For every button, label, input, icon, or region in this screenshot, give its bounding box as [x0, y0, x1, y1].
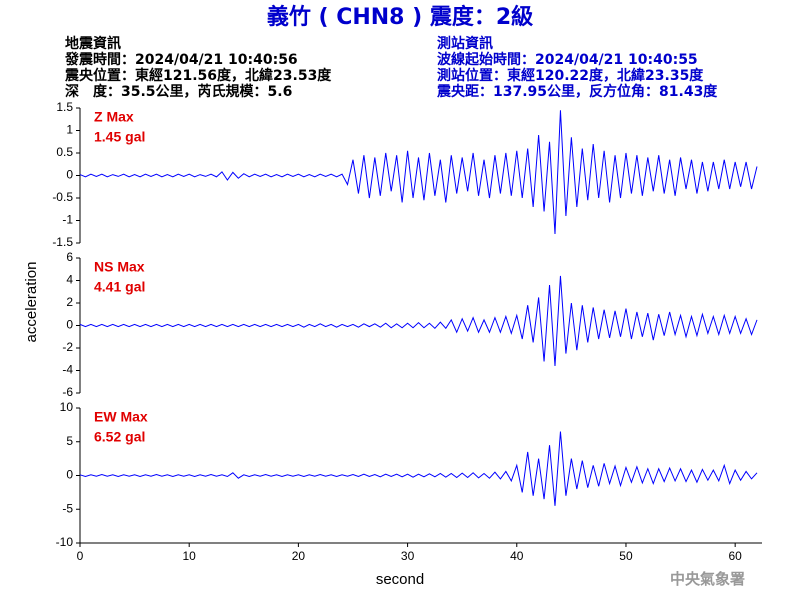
max-value: 4.41 gal: [94, 279, 145, 295]
header-right-line: 測站資訊: [437, 35, 493, 52]
header-left-line: 地震資訊: [65, 35, 121, 52]
waveform: [79, 275, 758, 367]
x-axis-label: second: [376, 571, 424, 588]
y-tick-label: 1.5: [56, 100, 73, 114]
x-tick-label: 20: [292, 549, 306, 563]
header-left-line: 深 度：35.5公里，芮氏規模：5.6: [65, 83, 292, 100]
x-tick-label: 60: [728, 549, 742, 563]
y-tick-label: -2: [62, 340, 73, 354]
y-tick-label: -4: [62, 363, 73, 377]
waveform: [79, 431, 758, 506]
y-tick-label: 1: [66, 123, 73, 137]
header-right-line: 震央距：137.95公里，反方位角：81.43度: [436, 83, 718, 100]
footer: 中央氣象署: [670, 570, 745, 588]
y-tick-label: -10: [56, 535, 74, 549]
waveform: [79, 110, 758, 235]
x-tick-label: 40: [510, 549, 524, 563]
y-tick-label: -1.5: [52, 235, 73, 249]
y-tick-label: -0.5: [52, 190, 73, 204]
max-label: Z Max: [94, 109, 134, 125]
y-axis-label: acceleration: [23, 262, 40, 343]
x-tick-label: 50: [619, 549, 633, 563]
y-tick-label: 5: [66, 434, 73, 448]
header-left-line: 發震時間：2024/04/21 10:40:56: [64, 51, 298, 68]
header-left-line: 震央位置：東經121.56度，北緯23.53度: [64, 67, 332, 84]
y-tick-label: 6: [66, 250, 73, 264]
header-right-line: 波線起始時間：2024/04/21 10:40:55: [437, 51, 698, 68]
max-label: NS Max: [94, 259, 145, 275]
y-tick-label: 0: [66, 468, 73, 482]
y-tick-label: -6: [62, 385, 73, 399]
y-tick-label: 10: [60, 400, 74, 414]
y-tick-label: 4: [66, 273, 73, 287]
y-tick-label: 2: [66, 295, 73, 309]
x-tick-label: 30: [401, 549, 415, 563]
y-tick-label: 0: [66, 168, 73, 182]
y-tick-label: -5: [62, 501, 73, 515]
title: 義竹 ( CHN8 ) 震度：2級: [267, 4, 533, 30]
x-tick-label: 0: [77, 549, 84, 563]
y-tick-label: -1: [62, 213, 73, 227]
y-tick-label: 0: [66, 318, 73, 332]
max-value: 1.45 gal: [94, 129, 145, 145]
max-value: 6.52 gal: [94, 429, 145, 445]
max-label: EW Max: [94, 409, 148, 425]
header-right-line: 測站位置：東經120.22度，北緯23.35度: [437, 67, 704, 84]
y-tick-label: 0.5: [56, 145, 73, 159]
x-tick-label: 10: [183, 549, 197, 563]
